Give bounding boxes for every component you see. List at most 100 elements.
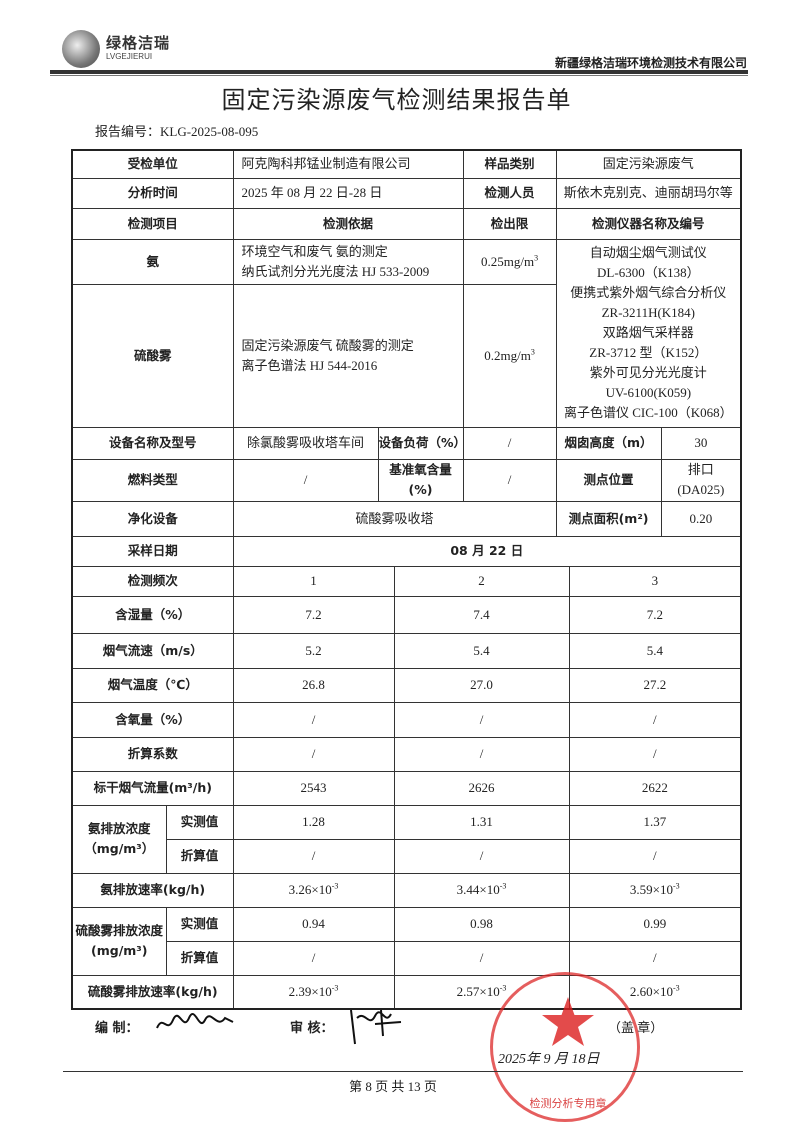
limit-value: 0.2mg/m	[484, 347, 531, 363]
row-label: 检测频次	[71, 565, 234, 597]
stack-height-label: 烟囱高度（m）	[555, 426, 662, 460]
header-divider-thin	[50, 75, 748, 76]
item-header: 检测项目	[71, 207, 234, 240]
table-row: 烟气温度（℃） 26.8 27.0 27.2	[71, 667, 742, 703]
value-cell: /	[568, 940, 742, 976]
table-row: 含氧量（%） / / /	[71, 701, 742, 738]
point-area-label: 测点面积(m²)	[555, 500, 662, 537]
point-location-label: 测点位置	[555, 458, 662, 502]
row-label: 含氧量（%）	[71, 701, 234, 738]
value-cell: 5.4	[393, 632, 570, 669]
rate-exponent: -3	[673, 983, 680, 993]
prepared-signature	[156, 1013, 234, 1029]
equipment-load-value: /	[462, 426, 557, 460]
prepared-by-label: 编 制：	[95, 1021, 139, 1036]
table-row: 检测频次 1 2 3	[71, 565, 742, 597]
table-row: 折算值 / / /	[72, 940, 742, 976]
basis-line: 纳氏试剂分光光度法 HJ 533-2009	[241, 263, 430, 279]
value-cell: /	[393, 940, 570, 976]
value-cell: /	[232, 940, 395, 976]
row-label: 硫酸雾排放速率(kg/h)	[71, 974, 234, 1010]
table-row: 氨排放速率(kg/h) 3.26×10-3 3.44×10-3 3.59×10-3	[71, 872, 742, 908]
stamp-text: 检测分析专用章	[529, 1098, 607, 1110]
sampling-date-value: 08 月 22 日	[232, 535, 742, 567]
value-cell: /	[393, 701, 570, 738]
limit-value: 0.25mg/m	[481, 253, 535, 269]
method-limit: 0.25mg/m3	[462, 238, 557, 285]
value-cell: 1.31	[393, 804, 570, 840]
method-basis: 固定污染源废气 硫酸雾的测定 离子色谱法 HJ 544-2016	[232, 283, 464, 428]
value-cell: 1.37	[568, 804, 742, 840]
value-cell: /	[232, 701, 395, 738]
analysis-time-value: 2025 年 08 月 22 日-28 日	[232, 177, 464, 209]
point-location-value: 排口 (DA025)	[660, 458, 742, 502]
purify-label: 净化设备	[71, 500, 234, 537]
basis-line: 离子色谱法 HJ 544-2016	[241, 357, 378, 373]
value-cell: 7.2	[232, 595, 395, 634]
rate-exponent: -3	[499, 983, 507, 993]
staff-value: 斯依木克别克、迪丽胡玛尔等	[555, 177, 742, 209]
limit-header: 检出限	[462, 207, 557, 240]
basis-header: 检测依据	[232, 207, 464, 240]
logo-text: 绿格洁瑞	[106, 34, 171, 52]
row-label: 烟气温度（℃）	[71, 667, 234, 703]
value-cell: 1	[232, 565, 395, 597]
company-name: 新疆绿格洁瑞环境检测技术有限公司	[554, 56, 747, 70]
rate-value: 2.57×10	[456, 983, 500, 999]
ref-oxygen-value: /	[462, 458, 557, 502]
rate-value: 3.59×10	[629, 882, 674, 897]
results-table: 受检单位 阿克陶科邦锰业制造有限公司 样品类别 固定污染源废气 分析时间 202…	[71, 149, 743, 1010]
table-row: 折算值 / / /	[72, 838, 742, 874]
table-row: 烟气流速（m/s） 5.2 5.4 5.4	[71, 632, 742, 669]
table-row: 折算系数 / / /	[71, 736, 742, 772]
value-cell: 5.2	[232, 632, 395, 669]
rate-exponent: -3	[499, 881, 507, 891]
instrument-line: 自动烟尘烟气测试仪	[589, 245, 707, 260]
rate-exponent: -3	[673, 881, 680, 891]
value-cell: 0.98	[393, 906, 570, 942]
method-item: 氨	[71, 238, 234, 285]
instrument-line: DL-6300（K138）	[597, 265, 700, 280]
value-cell: 0.99	[568, 906, 742, 942]
stack-height-value: 30	[660, 426, 742, 460]
value-cell: 0.94	[232, 906, 395, 942]
report-number: 报告编号：KLG-2025-08-095	[95, 124, 259, 139]
table-row: 含湿量（%） 7.2 7.4 7.2	[71, 595, 742, 634]
page-title: 固定污染源废气检测结果报告单	[221, 88, 572, 114]
value-cell: /	[568, 701, 742, 738]
sub-label: 实测值	[165, 804, 234, 840]
table-row: 氨排放浓度（mg/m³） 实测值 1.28 1.31 1.37	[71, 804, 742, 874]
rate-exponent: -3	[331, 983, 339, 993]
reviewed-signature	[350, 1009, 402, 1045]
value-cell: 2543	[232, 770, 395, 806]
value-cell: 3	[568, 565, 742, 597]
client-value: 阿克陶科邦锰业制造有限公司	[232, 149, 464, 179]
fuel-type-value: /	[232, 458, 379, 502]
value-cell: 2626	[393, 770, 570, 806]
star-icon	[542, 997, 594, 1046]
value-cell: 7.2	[568, 595, 742, 634]
row-label: 折算系数	[71, 736, 234, 772]
value-cell: 27.0	[393, 667, 570, 703]
instrument-line: ZR-3211H(K184)	[601, 305, 696, 320]
method-limit: 0.2mg/m3	[462, 283, 557, 428]
value-cell: 26.8	[232, 667, 395, 703]
basis-line: 环境空气和废气 氨的测定	[241, 243, 388, 259]
basis-line: 固定污染源废气 硫酸雾的测定	[241, 337, 414, 353]
point-line: (DA025)	[677, 482, 725, 497]
rate-value: 3.26×10	[288, 882, 332, 897]
sample-type-value: 固定污染源废气	[555, 149, 742, 179]
row-label: 氨排放浓度（mg/m³）	[71, 804, 167, 874]
limit-unit-sup: 3	[530, 347, 535, 357]
equipment-name-value: 除氯酸雾吸收塔车间	[232, 426, 379, 460]
logo-emblem-icon	[62, 30, 100, 68]
value-cell: 3.59×10-3	[568, 872, 742, 908]
company-logo: 绿格洁瑞 LVGEJIERUI	[62, 30, 182, 70]
value-cell: /	[393, 736, 570, 772]
sub-label: 折算值	[165, 838, 234, 874]
equipment-load-label: 设备负荷（%）	[377, 426, 466, 460]
value-cell: /	[568, 736, 742, 772]
value-cell: /	[232, 736, 395, 772]
method-basis: 环境空气和废气 氨的测定纳氏试剂分光光度法 HJ 533-2009	[232, 238, 464, 285]
value-cell: 2622	[568, 770, 742, 806]
